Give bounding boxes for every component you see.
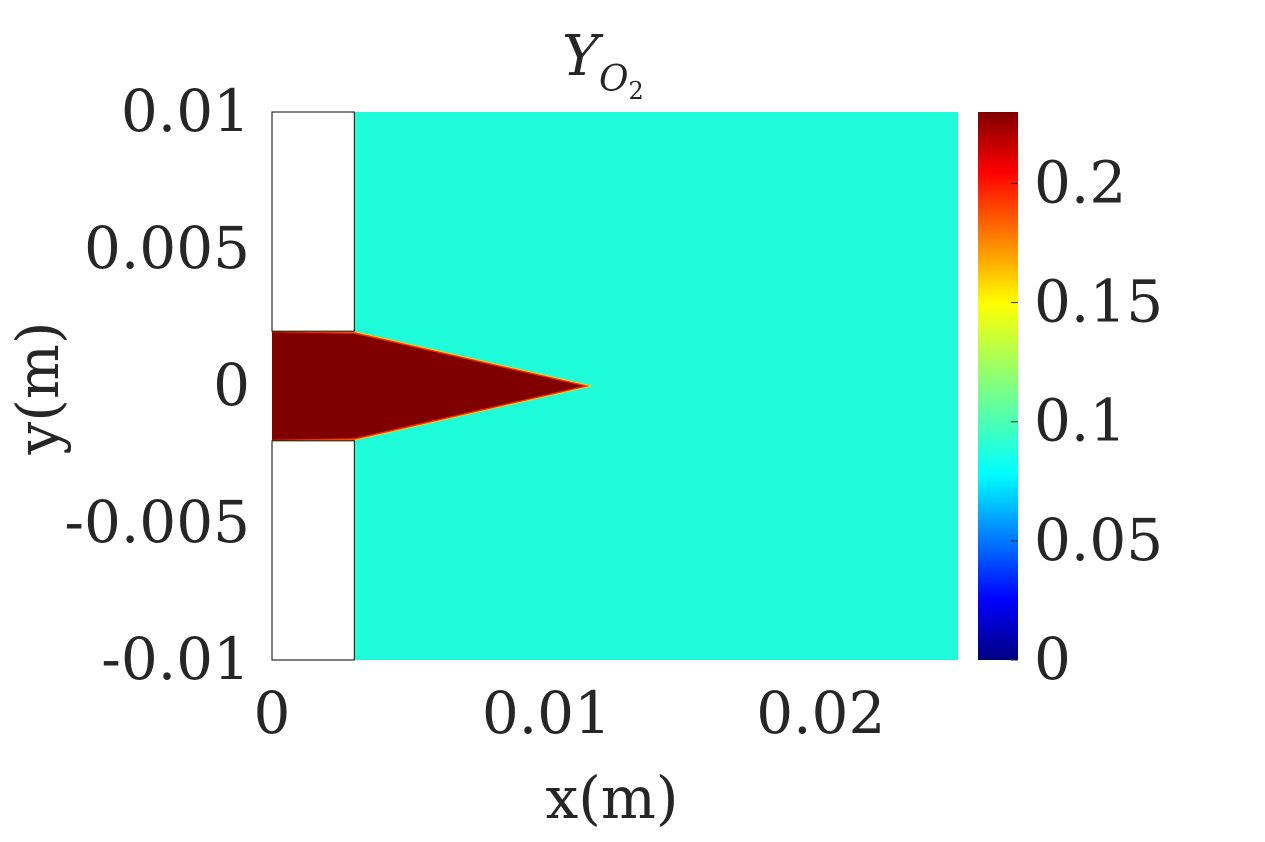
colorbar-tick-label: 0.2 [1034,148,1126,216]
x-tick-label: 0 [254,679,291,747]
colorbar-tick-label: 0.05 [1034,506,1163,574]
x-axis-ticks: 0 0.01 0.02 [254,679,886,747]
chart-title: YO2 [562,24,644,105]
title-subscript: O [599,59,629,100]
y-tick-label: -0.01 [101,625,250,693]
x-axis-label: x(m) [546,764,679,832]
title-subsubscript: 2 [628,77,643,105]
y-tick-label: 0.01 [121,77,250,145]
colorbar-tick-label: 0.1 [1034,387,1126,455]
y-axis-ticks: 0.01 0.005 0 -0.005 -0.01 [64,77,250,693]
plot-area [271,111,958,661]
colorbar-tick-label: 0.15 [1034,268,1163,336]
x-tick-label: 0.01 [482,679,611,747]
colorbar-ticks: 0 0.05 0.1 0.15 0.2 [1011,148,1163,693]
inlet-core [272,332,584,440]
solid-wall-bottom [271,440,355,661]
y-tick-label: -0.005 [64,488,250,556]
colorbar-tick-label: 0 [1034,625,1071,693]
title-main: Y [562,24,604,89]
colorbar [978,112,1018,660]
y-tick-label: 0 [213,351,250,419]
y-tick-label: 0.005 [84,214,250,282]
x-tick-label: 0.02 [756,679,885,747]
y-axis-label: y(m) [4,321,72,455]
solid-wall-top [271,111,355,332]
